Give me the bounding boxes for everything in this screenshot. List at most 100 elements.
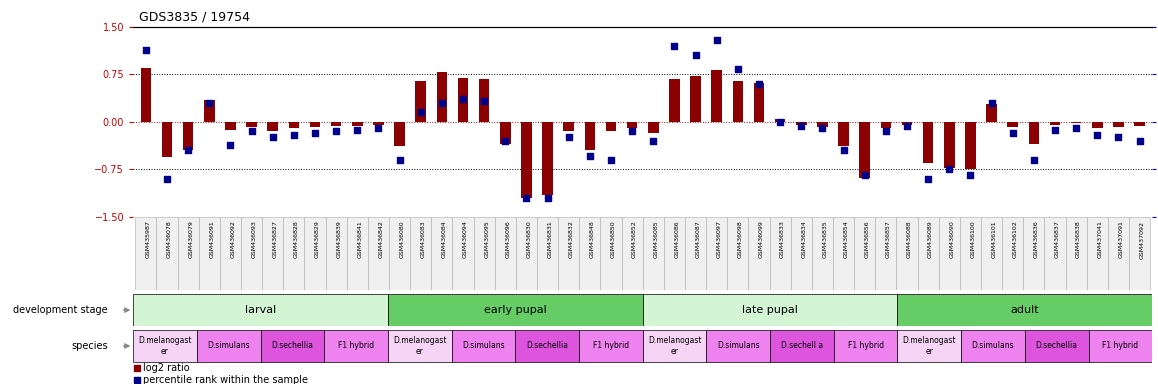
Bar [1028,122,1039,144]
Bar [643,295,897,326]
Bar [352,122,362,126]
Text: D.sechellia: D.sechellia [271,341,314,351]
Bar [284,217,305,290]
Bar [664,217,686,290]
Point [454,96,472,102]
Text: GSM436078: GSM436078 [167,220,173,258]
Bar [1129,217,1150,290]
Text: F1 hybrid: F1 hybrid [1102,341,1138,351]
Bar [389,217,410,290]
Point [129,365,146,371]
Text: larval: larval [245,305,276,315]
Text: D.simulans: D.simulans [207,341,250,351]
Bar [896,217,917,290]
Bar [686,217,706,290]
Bar [197,330,261,362]
Text: GSM436850: GSM436850 [611,220,616,258]
Bar [542,122,552,195]
Text: early pupal: early pupal [484,305,547,315]
Bar [140,68,152,122]
Point [749,81,768,87]
Bar [558,217,579,290]
Point [940,166,959,172]
Bar [156,217,177,290]
Bar [1024,217,1045,290]
Bar [537,217,558,290]
Point [834,147,852,154]
Bar [834,330,897,362]
Bar [346,217,368,290]
Text: D.melanogast
er: D.melanogast er [138,336,192,356]
Text: GSM436096: GSM436096 [505,220,511,258]
Text: D.melanogast
er: D.melanogast er [647,336,702,356]
Point [687,52,705,58]
Bar [410,217,431,290]
Bar [775,119,785,122]
Bar [770,217,791,290]
Text: GSM437041: GSM437041 [1098,220,1102,258]
Text: adult: adult [1011,305,1039,315]
Bar [457,78,468,122]
Bar [875,217,896,290]
Text: GSM437092: GSM437092 [1139,220,1144,258]
Bar [183,122,193,151]
Text: D.sechellia: D.sechellia [1035,341,1078,351]
Bar [981,217,1002,290]
Bar [133,295,388,326]
Point [897,122,916,129]
Text: GSM436831: GSM436831 [548,220,552,258]
Point [708,37,726,43]
Point [856,172,874,178]
Text: late pupal: late pupal [742,305,798,315]
Bar [1065,217,1086,290]
Text: GSM436083: GSM436083 [420,220,426,258]
Point [475,98,493,104]
Text: GSM436841: GSM436841 [358,220,362,258]
Text: F1 hybrid: F1 hybrid [593,341,629,351]
Text: GSM436087: GSM436087 [696,220,701,258]
Bar [770,330,834,362]
Point [961,172,980,178]
Bar [416,81,426,122]
Text: GSM437091: GSM437091 [1119,220,1123,258]
Text: GSM436842: GSM436842 [379,220,383,258]
Bar [1002,217,1024,290]
Bar [669,79,680,122]
Point [200,100,219,106]
Text: GSM436852: GSM436852 [632,220,637,258]
Bar [199,217,220,290]
Bar [135,217,156,290]
Point [221,142,240,148]
Bar [564,122,574,131]
Text: GSM436090: GSM436090 [950,220,954,258]
Point [518,195,536,201]
Bar [754,83,764,122]
Point [242,128,261,134]
Bar [388,330,452,362]
Text: GSM436101: GSM436101 [991,220,997,258]
Bar [309,122,321,127]
Bar [579,217,600,290]
Point [877,128,895,134]
Bar [606,122,616,131]
Point [137,46,155,53]
Bar [177,217,199,290]
Text: D.simulans: D.simulans [972,341,1014,351]
Bar [1086,217,1108,290]
Bar [987,104,997,122]
Point [1109,134,1128,140]
Text: GSM436833: GSM436833 [780,220,785,258]
Point [792,122,811,129]
Bar [521,122,532,198]
Point [728,66,747,72]
Point [982,100,1001,106]
Text: GSM436828: GSM436828 [294,220,299,258]
Point [411,109,430,116]
Text: F1 hybrid: F1 hybrid [338,341,374,351]
Text: GSM436829: GSM436829 [315,220,320,258]
Text: percentile rank within the sample: percentile rank within the sample [144,375,308,384]
Bar [643,217,664,290]
Text: D.sechellia: D.sechellia [526,341,569,351]
Bar [1025,330,1089,362]
Text: GSM436089: GSM436089 [928,220,933,258]
